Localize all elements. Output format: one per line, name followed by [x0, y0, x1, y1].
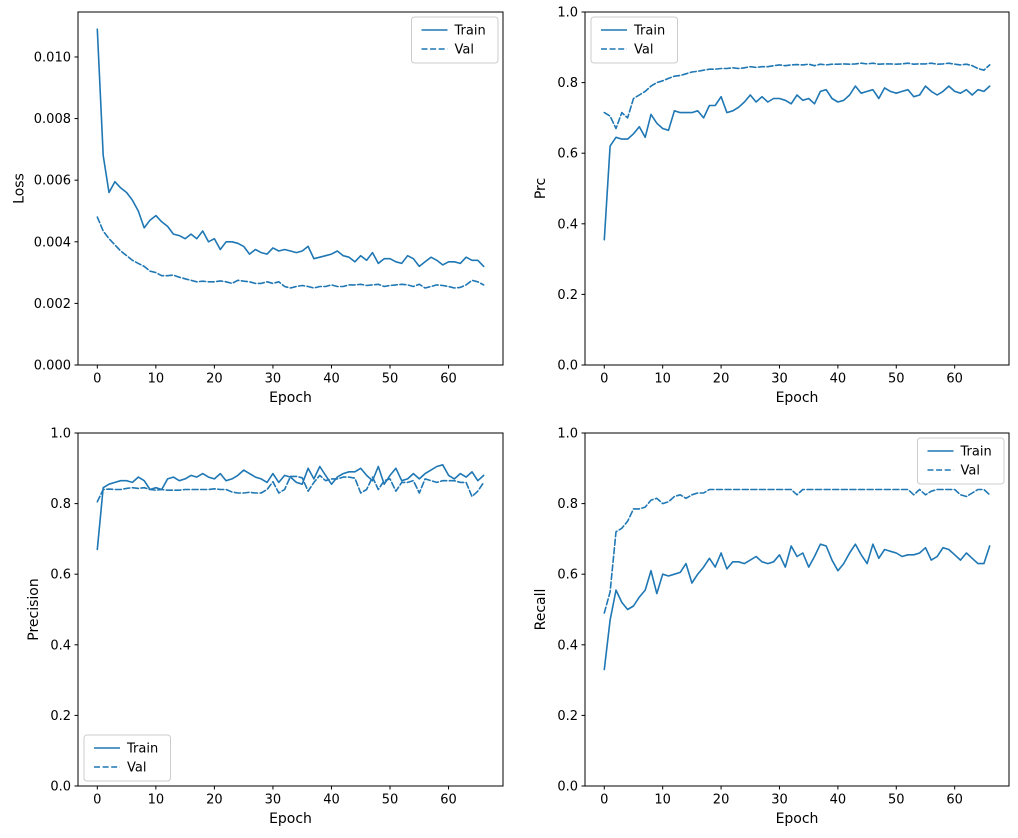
prc-train-line — [603, 85, 991, 241]
loss-y-tick-label: 0.006 — [34, 174, 71, 189]
loss-y-tick-label: 0.004 — [34, 235, 71, 250]
recall-legend: Train Val — [917, 437, 1005, 485]
recall-legend-val-label: Val — [961, 464, 980, 479]
chart-loss: 0 10 20 30 40 50 60 0.000 0.002 0.004 0.006 0.008 0.… — [12, 11, 504, 406]
loss-legend-box — [411, 16, 499, 64]
loss-xlabel: Epoch — [269, 390, 312, 406]
loss-legend: Train Val — [411, 16, 499, 64]
precision-x-tick-label: 60 — [440, 793, 457, 808]
loss-x-tick-label: 10 — [148, 372, 165, 387]
chart-precision: 0 10 20 30 40 50 60 0.0 0.2 0.4 0.6 0.8 1.0 Epoch Prec… — [26, 427, 504, 827]
recall-x-tick-label: 30 — [771, 793, 788, 808]
prc-y-tick-label: 0.6 — [557, 147, 578, 162]
precision-x-tick-label: 20 — [206, 793, 223, 808]
precision-x-tick-label: 50 — [382, 793, 399, 808]
loss-x-tick-label: 0 — [93, 372, 101, 387]
precision-x-tick-label: 30 — [265, 793, 282, 808]
recall-y-tick-label: 0.0 — [557, 780, 578, 795]
prc-xlabel: Epoch — [776, 390, 819, 406]
recall-x-tick-label: 10 — [654, 793, 671, 808]
prc-legend-train-label: Train — [633, 24, 665, 39]
precision-y-tick-label: 0.4 — [50, 638, 71, 653]
precision-y-tick-label: 0.0 — [50, 780, 71, 795]
recall-axes-frame — [584, 432, 1010, 787]
chart-prc: 0 10 20 30 40 50 60 0.0 0.2 0.4 0.6 0.8 1.0 Epoch Prc T… — [533, 6, 1010, 406]
prc-x-tick-label: 10 — [654, 372, 671, 387]
prc-y-tick-label: 0.8 — [557, 76, 578, 91]
loss-y-tick-label: 0.000 — [34, 359, 71, 374]
prc-x-tick-label: 40 — [830, 372, 847, 387]
loss-x-tick-label: 30 — [265, 372, 282, 387]
precision-ylabel: Precision — [26, 578, 42, 640]
prc-y-tick-label: 0.2 — [557, 288, 578, 303]
precision-y-tick-label: 0.2 — [50, 709, 71, 724]
prc-x-tick-label: 0 — [600, 372, 608, 387]
precision-y-tick-label: 0.8 — [50, 497, 71, 512]
recall-legend-train-label: Train — [960, 445, 992, 460]
prc-ylabel: Prc — [533, 178, 549, 199]
recall-x-tick-label: 0 — [600, 793, 608, 808]
loss-ylabel: Loss — [12, 173, 28, 204]
loss-val-line — [96, 216, 485, 289]
prc-axes-frame — [584, 11, 1010, 366]
precision-x-tick-label: 10 — [148, 793, 165, 808]
recall-ylabel: Recall — [533, 589, 549, 631]
prc-y-tick-label: 0.0 — [557, 359, 578, 374]
loss-y-tick-label: 0.002 — [34, 297, 71, 312]
precision-train-line — [96, 463, 485, 551]
precision-y-tick-label: 0.6 — [50, 568, 71, 583]
prc-val-line — [603, 62, 991, 130]
prc-legend-box — [590, 16, 678, 64]
prc-x-tick-label: 60 — [946, 372, 963, 387]
recall-xlabel: Epoch — [776, 811, 819, 827]
recall-train-line — [603, 543, 991, 671]
loss-y-tick-label: 0.010 — [34, 50, 71, 65]
recall-val-line — [603, 488, 991, 614]
precision-legend: Train Val — [83, 734, 171, 782]
recall-y-tick-label: 0.6 — [557, 568, 578, 583]
recall-x-tick-label: 60 — [946, 793, 963, 808]
recall-y-tick-label: 0.4 — [557, 638, 578, 653]
loss-x-tick-label: 50 — [382, 372, 399, 387]
recall-y-tick-label: 0.2 — [557, 709, 578, 724]
loss-y-tick-label: 0.008 — [34, 112, 71, 127]
recall-y-tick-label: 0.8 — [557, 497, 578, 512]
loss-x-tick-label: 60 — [440, 372, 457, 387]
prc-y-tick-label: 0.4 — [557, 217, 578, 232]
loss-x-tick-label: 20 — [206, 372, 223, 387]
precision-x-tick-label: 40 — [323, 793, 340, 808]
recall-x-tick-label: 20 — [713, 793, 730, 808]
recall-legend-box — [917, 437, 1005, 485]
prc-y-tick-label: 1.0 — [557, 6, 578, 21]
prc-x-tick-label: 20 — [713, 372, 730, 387]
loss-train-line — [96, 28, 485, 268]
loss-x-tick-label: 40 — [323, 372, 340, 387]
chart-recall: 0 10 20 30 40 50 60 0.0 0.2 0.4 0.6 0.8 1.0 Epoch Reca… — [533, 427, 1010, 827]
loss-legend-val-label: Val — [455, 43, 474, 58]
prc-x-tick-label: 50 — [888, 372, 905, 387]
loss-axes-frame — [77, 11, 504, 366]
recall-y-tick-label: 1.0 — [557, 427, 578, 442]
precision-legend-train-label: Train — [126, 742, 158, 757]
precision-legend-val-label: Val — [127, 761, 146, 776]
precision-legend-box — [83, 734, 171, 782]
precision-val-line — [96, 474, 485, 503]
prc-x-tick-label: 30 — [771, 372, 788, 387]
prc-legend: Train Val — [590, 16, 678, 64]
precision-y-tick-label: 1.0 — [50, 427, 71, 442]
precision-xlabel: Epoch — [269, 811, 312, 827]
prc-legend-val-label: Val — [634, 43, 653, 58]
precision-axes-frame — [77, 432, 504, 787]
loss-legend-train-label: Train — [454, 24, 486, 39]
precision-x-tick-label: 0 — [93, 793, 101, 808]
recall-x-tick-label: 50 — [888, 793, 905, 808]
recall-x-tick-label: 40 — [830, 793, 847, 808]
